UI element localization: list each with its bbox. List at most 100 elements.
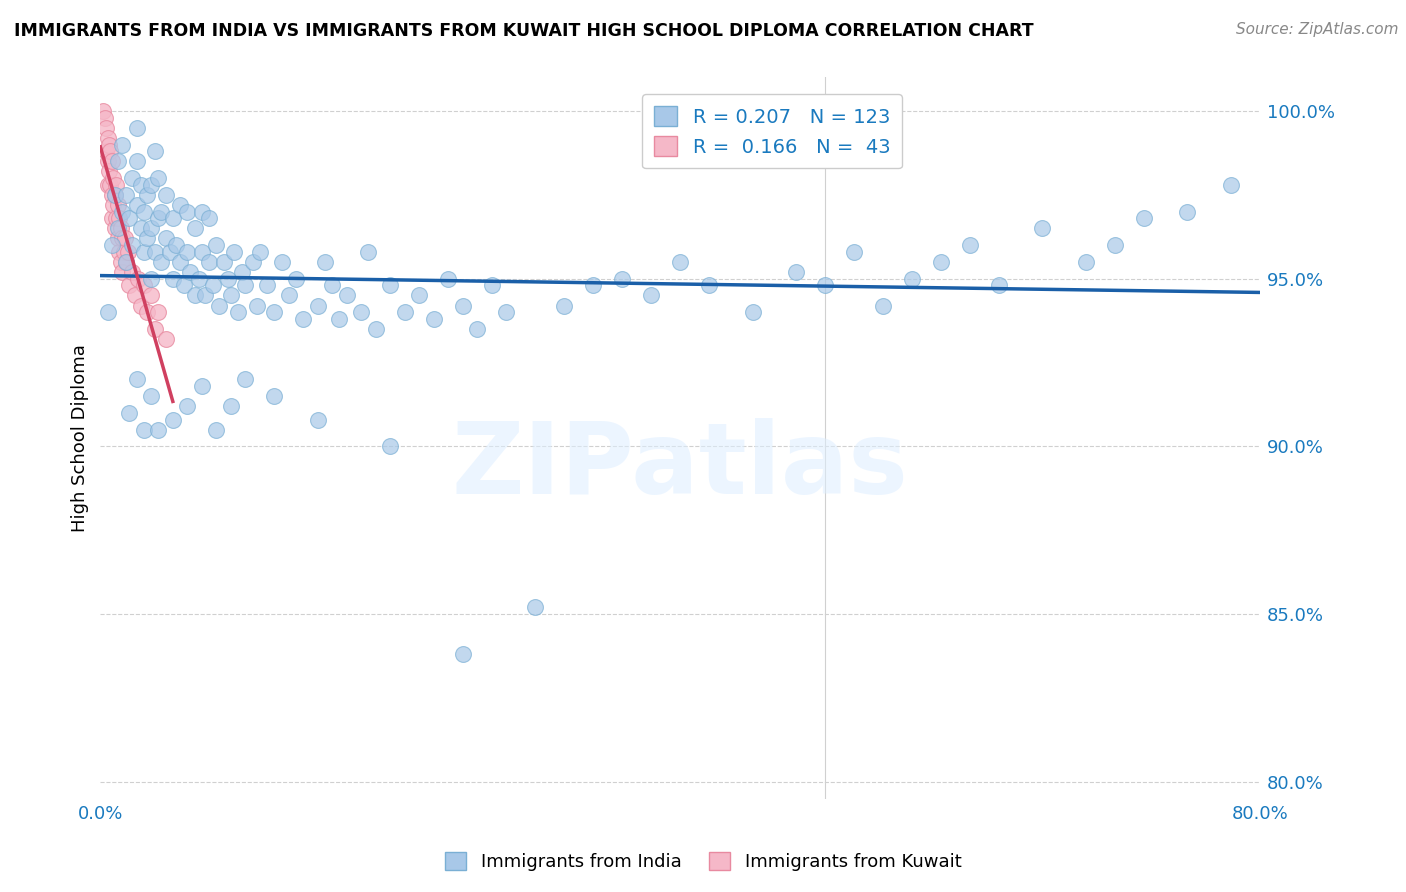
Point bbox=[263, 305, 285, 319]
Point bbox=[987, 278, 1010, 293]
Point bbox=[364, 322, 387, 336]
Point bbox=[205, 423, 228, 437]
Point bbox=[97, 130, 120, 145]
Point bbox=[169, 255, 191, 269]
Point bbox=[437, 271, 460, 285]
Point bbox=[1031, 221, 1053, 235]
Point bbox=[145, 145, 167, 159]
Point bbox=[277, 288, 299, 302]
Point bbox=[231, 265, 253, 279]
Point bbox=[111, 265, 134, 279]
Point bbox=[451, 298, 474, 312]
Point bbox=[150, 204, 173, 219]
Point bbox=[217, 271, 239, 285]
Point bbox=[183, 221, 205, 235]
Point bbox=[1219, 178, 1241, 192]
Point bbox=[191, 379, 214, 393]
Point bbox=[103, 171, 125, 186]
Point bbox=[307, 412, 329, 426]
Point bbox=[108, 211, 131, 226]
Point bbox=[139, 271, 162, 285]
Point bbox=[357, 244, 380, 259]
Point bbox=[132, 204, 155, 219]
Point bbox=[139, 288, 162, 302]
Point bbox=[148, 171, 170, 186]
Point bbox=[336, 288, 359, 302]
Point bbox=[242, 255, 264, 269]
Point bbox=[114, 231, 136, 245]
Point bbox=[1175, 204, 1198, 219]
Point bbox=[422, 312, 444, 326]
Point bbox=[380, 439, 402, 453]
Point bbox=[165, 238, 187, 252]
Point bbox=[97, 178, 120, 192]
Point bbox=[270, 255, 292, 269]
Point bbox=[145, 244, 167, 259]
Point bbox=[94, 120, 117, 135]
Point bbox=[669, 255, 692, 269]
Point bbox=[640, 288, 662, 302]
Point bbox=[125, 198, 148, 212]
Point bbox=[145, 322, 167, 336]
Point bbox=[101, 238, 124, 252]
Point bbox=[150, 255, 173, 269]
Point bbox=[118, 211, 141, 226]
Point bbox=[169, 198, 191, 212]
Point bbox=[117, 244, 139, 259]
Point bbox=[125, 120, 148, 135]
Point bbox=[872, 298, 894, 312]
Point bbox=[191, 204, 214, 219]
Point bbox=[183, 288, 205, 302]
Point bbox=[101, 154, 124, 169]
Point bbox=[959, 238, 981, 252]
Point bbox=[219, 399, 242, 413]
Point bbox=[380, 278, 402, 293]
Point bbox=[263, 389, 285, 403]
Point bbox=[100, 178, 122, 192]
Point bbox=[451, 648, 474, 662]
Point bbox=[246, 298, 269, 312]
Point bbox=[162, 211, 184, 226]
Point bbox=[104, 221, 127, 235]
Point bbox=[1133, 211, 1156, 226]
Point bbox=[100, 145, 122, 159]
Point bbox=[115, 187, 138, 202]
Point bbox=[285, 271, 308, 285]
Point bbox=[125, 154, 148, 169]
Point bbox=[139, 221, 162, 235]
Point bbox=[222, 244, 245, 259]
Point bbox=[101, 211, 124, 226]
Point bbox=[481, 278, 503, 293]
Point bbox=[212, 255, 235, 269]
Point bbox=[328, 312, 350, 326]
Y-axis label: High School Diploma: High School Diploma bbox=[72, 344, 89, 532]
Point bbox=[394, 305, 416, 319]
Point bbox=[205, 238, 228, 252]
Point bbox=[187, 271, 209, 285]
Point bbox=[198, 211, 221, 226]
Point bbox=[115, 255, 138, 269]
Point bbox=[110, 221, 132, 235]
Point bbox=[129, 298, 152, 312]
Point bbox=[91, 103, 114, 118]
Point bbox=[111, 137, 134, 152]
Point bbox=[129, 221, 152, 235]
Point bbox=[208, 298, 231, 312]
Point bbox=[129, 178, 152, 192]
Point bbox=[814, 278, 837, 293]
Point bbox=[101, 187, 124, 202]
Point bbox=[104, 187, 127, 202]
Point bbox=[107, 221, 129, 235]
Point bbox=[179, 265, 201, 279]
Point bbox=[111, 231, 134, 245]
Point bbox=[176, 204, 198, 219]
Point bbox=[307, 298, 329, 312]
Point bbox=[139, 178, 162, 192]
Point bbox=[155, 231, 177, 245]
Point bbox=[107, 198, 129, 212]
Point bbox=[191, 244, 214, 259]
Point bbox=[124, 288, 146, 302]
Point bbox=[524, 600, 547, 615]
Point bbox=[93, 111, 115, 125]
Point bbox=[135, 187, 157, 202]
